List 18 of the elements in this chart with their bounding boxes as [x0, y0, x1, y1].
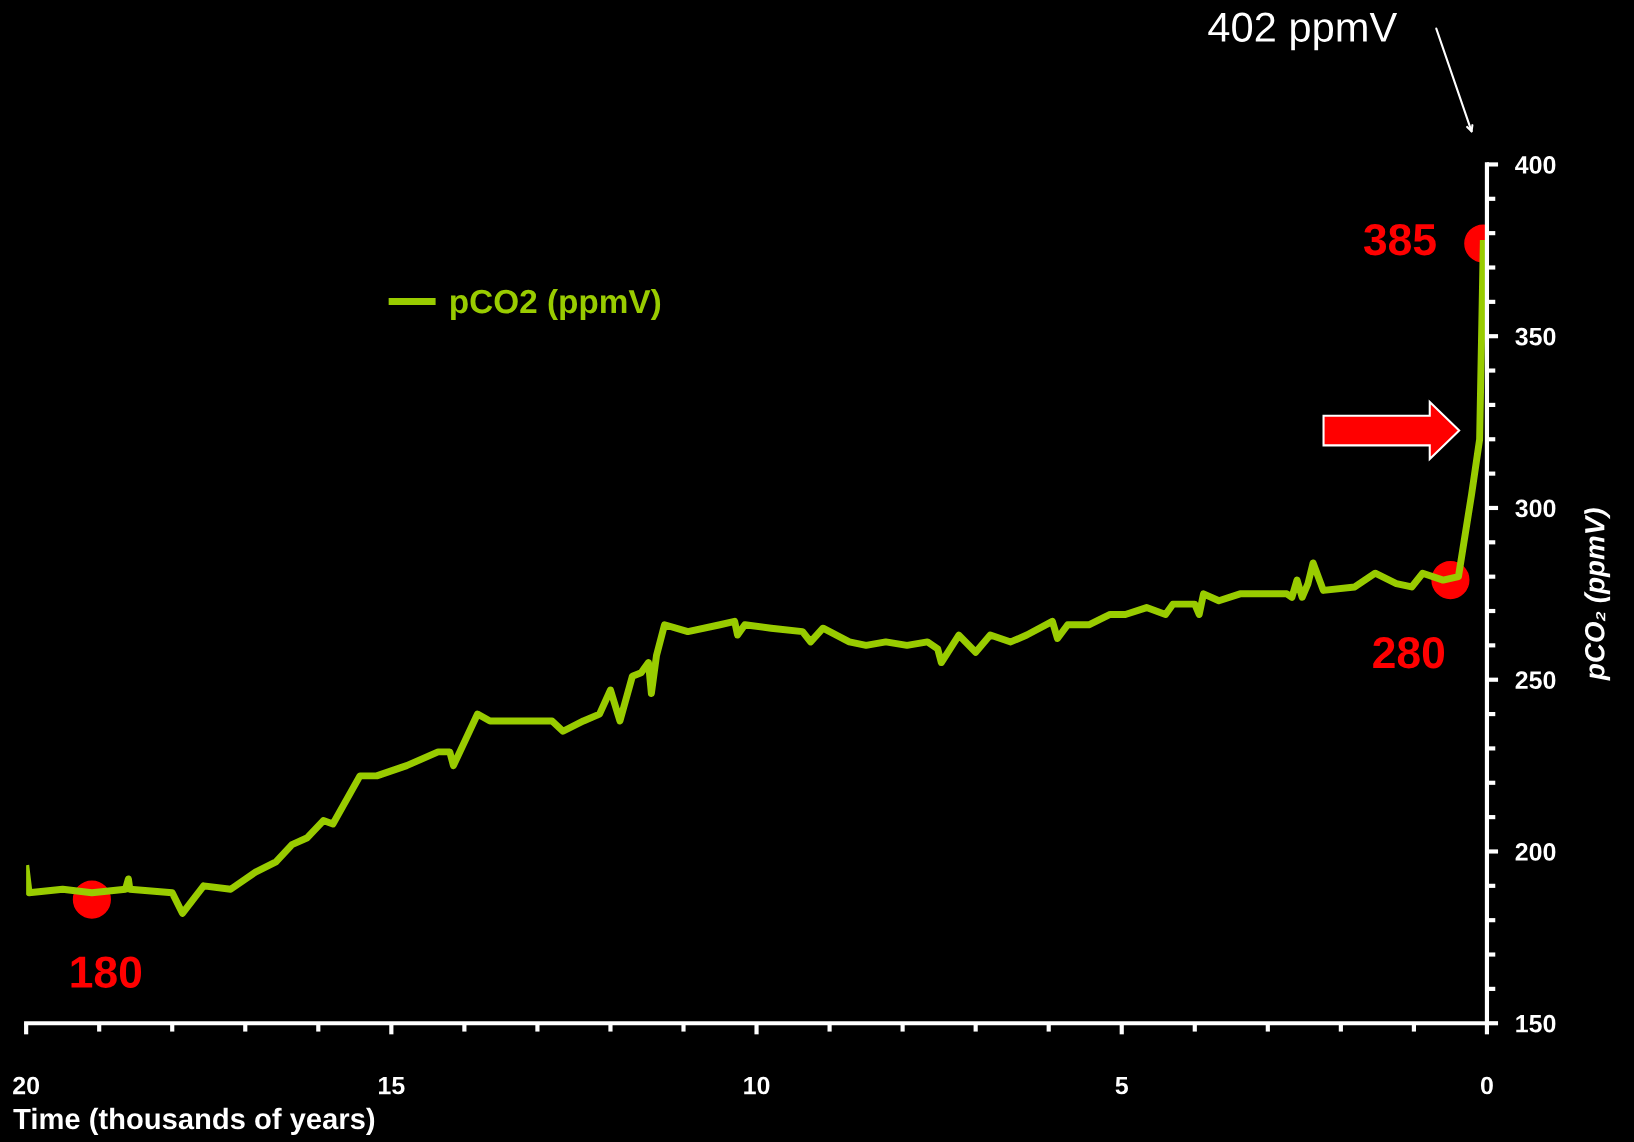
annotation: 385 — [1363, 223, 1436, 256]
y-tick-label: 400 — [1515, 156, 1556, 174]
y-tick-label: 150 — [1516, 1014, 1556, 1033]
annotation: 280 — [1373, 636, 1445, 669]
x-axis-title: Time (thousands of years) — [13, 1107, 375, 1136]
x-tick-label: 5 — [1115, 1076, 1128, 1095]
annotation: 180 — [71, 956, 142, 988]
x-tick-label: 10 — [744, 1076, 770, 1095]
x-tick-label: 15 — [379, 1076, 405, 1095]
y-tick-label: 250 — [1515, 671, 1556, 690]
x-tick-label: 0 — [1480, 1076, 1493, 1095]
y-tick-label: 300 — [1515, 499, 1556, 518]
y-tick-label: 350 — [1515, 327, 1556, 346]
y-axis-title: pCO₂ (ppmV) — [1584, 508, 1611, 681]
legend-label: pCO2 (ppmV) — [450, 288, 661, 320]
x-tick-label: 20 — [13, 1076, 40, 1095]
y-tick-label: 200 — [1515, 843, 1556, 861]
text: 402 ppmV — [1208, 12, 1398, 51]
